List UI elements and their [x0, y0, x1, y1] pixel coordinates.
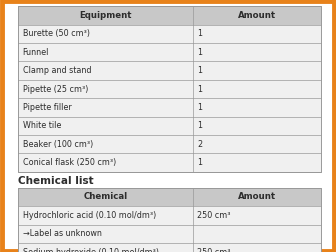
Bar: [18, 80, 321, 98]
Text: White tile: White tile: [23, 121, 61, 130]
Bar: [18, 6, 321, 172]
Text: 1: 1: [197, 158, 202, 167]
Text: Hydrochloric acid (0.10 mol/dm³): Hydrochloric acid (0.10 mol/dm³): [23, 211, 156, 220]
Text: Beaker (100 cm³): Beaker (100 cm³): [23, 140, 93, 149]
Bar: [18, 61, 321, 80]
Text: Amount: Amount: [238, 11, 276, 20]
Text: →Label as unknown: →Label as unknown: [23, 229, 101, 238]
Bar: [18, 25, 321, 43]
Text: 1: 1: [197, 85, 202, 93]
Text: Equipment: Equipment: [80, 11, 132, 20]
Bar: [18, 188, 321, 206]
Bar: [18, 6, 321, 25]
Bar: [18, 188, 321, 252]
Text: 1: 1: [197, 29, 202, 38]
Text: Sodium hydroxide (0.10 mol/dm³): Sodium hydroxide (0.10 mol/dm³): [23, 248, 159, 252]
Text: Amount: Amount: [238, 193, 276, 201]
Bar: [18, 225, 321, 243]
Bar: [18, 243, 321, 252]
Bar: [18, 98, 321, 117]
Bar: [18, 117, 321, 135]
Text: 1: 1: [197, 103, 202, 112]
Text: 1: 1: [197, 121, 202, 130]
Text: 1: 1: [197, 66, 202, 75]
Bar: [18, 135, 321, 153]
Text: Pipette (25 cm³): Pipette (25 cm³): [23, 85, 88, 93]
Text: Burette (50 cm³): Burette (50 cm³): [23, 29, 89, 38]
Bar: [18, 43, 321, 61]
Text: 2: 2: [197, 140, 202, 149]
Text: Chemical list: Chemical list: [18, 176, 94, 186]
Text: Pipette filler: Pipette filler: [23, 103, 71, 112]
Text: Funnel: Funnel: [23, 48, 49, 57]
Text: 250 cm³: 250 cm³: [197, 211, 231, 220]
Text: Clamp and stand: Clamp and stand: [23, 66, 91, 75]
Bar: [18, 153, 321, 172]
Bar: [18, 206, 321, 225]
Text: Chemical: Chemical: [84, 193, 128, 201]
Text: Conical flask (250 cm³): Conical flask (250 cm³): [23, 158, 116, 167]
Text: 1: 1: [197, 48, 202, 57]
Text: 250 cm³: 250 cm³: [197, 248, 231, 252]
